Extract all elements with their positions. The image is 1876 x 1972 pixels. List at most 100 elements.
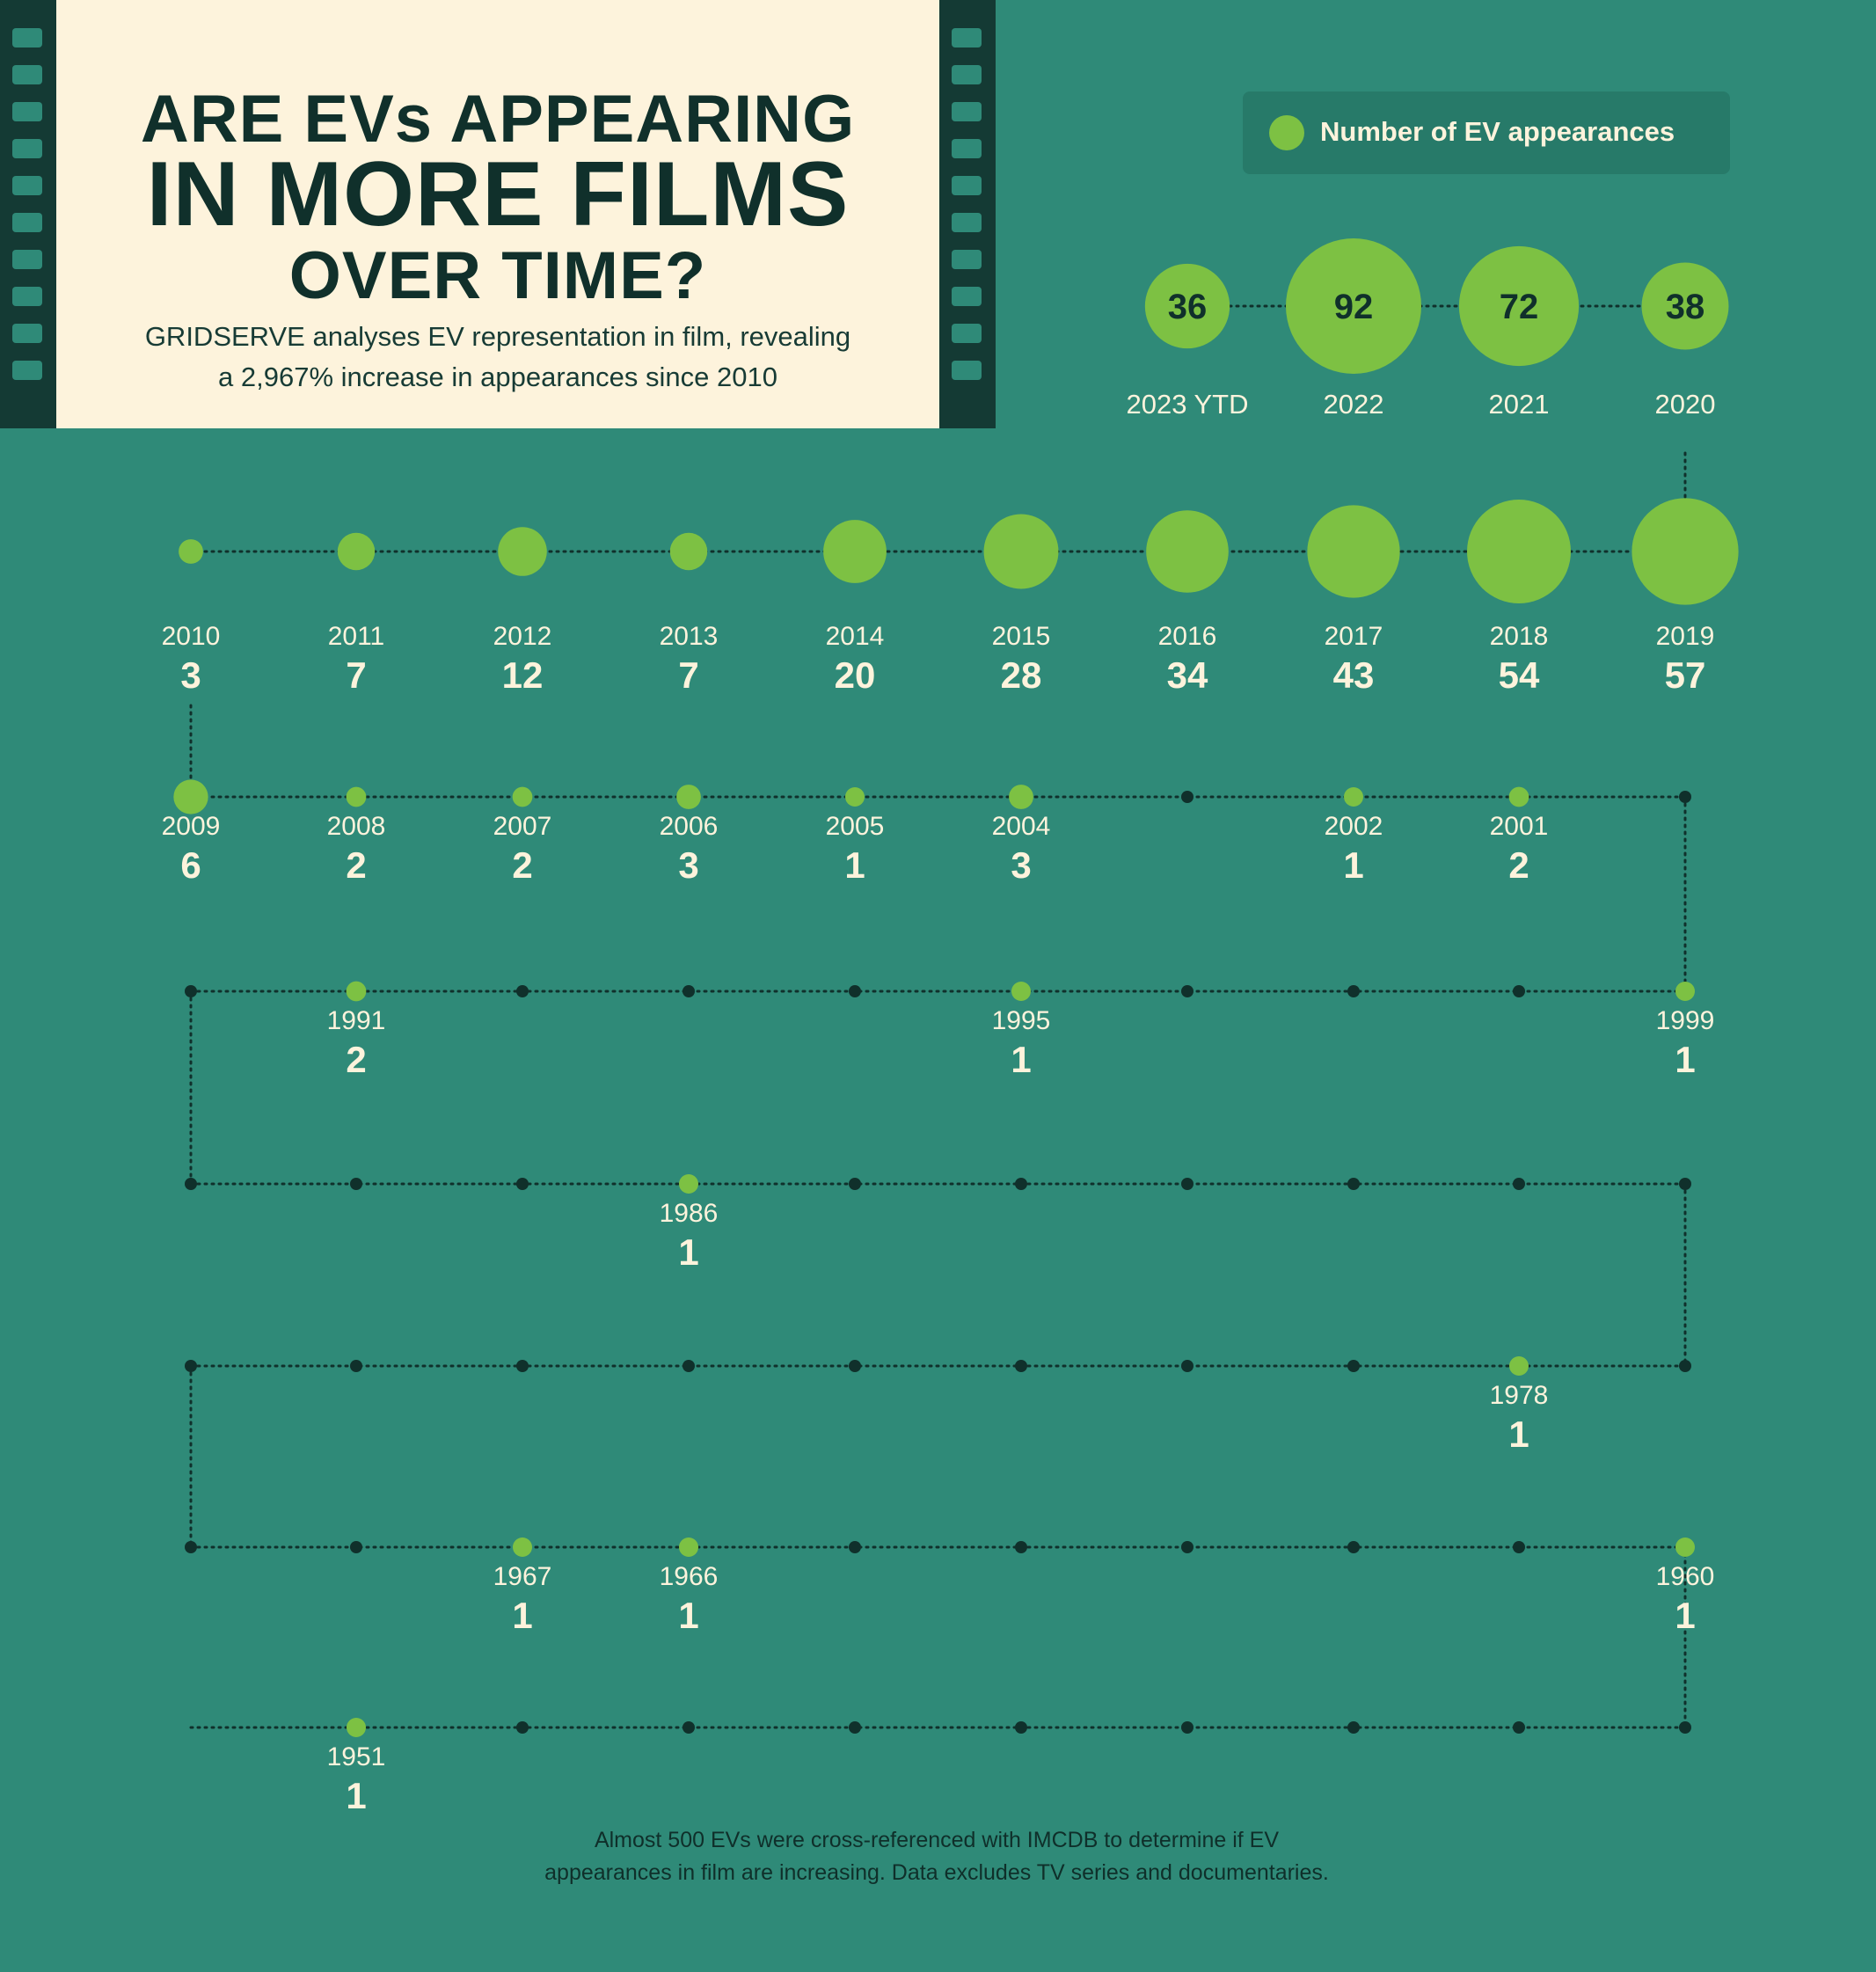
empty-dot <box>1015 1541 1027 1553</box>
film-hole <box>952 28 982 47</box>
empty-dot <box>350 1178 362 1190</box>
bubble-year-label: 2010 <box>162 622 221 651</box>
legend-label: Number of EV appearances <box>1320 116 1675 147</box>
bubble-value-label: 43 <box>1333 654 1375 696</box>
bubble-value-label: 1 <box>678 1595 698 1636</box>
empty-dot <box>516 1360 529 1372</box>
film-hole <box>12 213 42 232</box>
empty-dot <box>350 1360 362 1372</box>
footnote-line-2: appearances in film are increasing. Data… <box>544 1860 1329 1885</box>
empty-dot <box>1181 1360 1193 1372</box>
film-strip-right <box>939 0 996 428</box>
empty-dot <box>1015 1721 1027 1734</box>
bubble-value-label: 1 <box>1343 844 1363 886</box>
bubble <box>1675 1537 1695 1557</box>
bubble <box>1467 500 1571 603</box>
film-hole <box>952 213 982 232</box>
empty-dot <box>1347 1178 1360 1190</box>
empty-dot <box>849 1360 861 1372</box>
bubble <box>845 787 865 807</box>
bubble-value-label: 1 <box>1508 1413 1529 1455</box>
bubble-value-label: 92 <box>1334 288 1374 326</box>
empty-dot <box>683 1360 695 1372</box>
bubble-year-label: 1966 <box>660 1562 719 1591</box>
empty-dot <box>350 1541 362 1553</box>
bubble-value-label: 12 <box>502 654 544 696</box>
bubble <box>1344 787 1363 807</box>
empty-dot <box>1181 1541 1193 1553</box>
bubble-value-label: 2 <box>346 1039 366 1080</box>
bubble-year-label: 2009 <box>162 812 221 841</box>
bubble <box>346 786 367 807</box>
bubble-year-label: 2020 <box>1655 389 1716 420</box>
bubble-year-label: 2004 <box>992 812 1051 841</box>
bubble <box>1286 238 1421 374</box>
empty-dot <box>849 1541 861 1553</box>
bubble-value-label: 3 <box>180 654 201 696</box>
bubble <box>512 786 533 807</box>
bubbles <box>173 238 1739 1737</box>
empty-dot <box>516 985 529 997</box>
bubble <box>337 532 376 571</box>
bubble-value-label: 72 <box>1500 288 1539 326</box>
film-hole <box>952 176 982 195</box>
bubble <box>1011 982 1031 1001</box>
empty-dot <box>1015 1178 1027 1190</box>
bubble <box>1146 510 1229 593</box>
bubble-value-label: 1 <box>844 844 865 886</box>
empty-dot <box>1181 791 1193 803</box>
empty-dot <box>1513 1541 1525 1553</box>
film-strip-left <box>0 0 56 428</box>
bubble <box>1144 263 1230 349</box>
empty-dot <box>1347 1360 1360 1372</box>
empty-dot <box>849 1178 861 1190</box>
bubble <box>983 514 1059 589</box>
bubble-value-label: 2 <box>346 844 366 886</box>
bubble <box>1009 785 1033 809</box>
empty-dot <box>683 985 695 997</box>
empty-dot <box>185 1178 197 1190</box>
bubble <box>1508 786 1529 807</box>
bubble-year-label: 1991 <box>327 1006 386 1035</box>
bubble-year-label: 1960 <box>1656 1562 1715 1591</box>
empty-dot <box>1679 1178 1691 1190</box>
film-hole <box>952 324 982 343</box>
bubble-value-label: 28 <box>1001 654 1042 696</box>
bubble-value-label: 3 <box>678 844 698 886</box>
bubble-value-label: 3 <box>1011 844 1031 886</box>
film-hole <box>952 361 982 380</box>
film-hole <box>12 65 42 84</box>
film-hole <box>952 287 982 306</box>
bubble <box>1675 982 1695 1001</box>
bubble-year-label: 1967 <box>493 1562 552 1591</box>
bubble-value-label: 1 <box>1675 1039 1695 1080</box>
bubble-year-label: 1986 <box>660 1199 719 1228</box>
empty-dot <box>516 1721 529 1734</box>
bubble-year-label: 2017 <box>1325 622 1383 651</box>
empty-dot <box>1181 985 1193 997</box>
bubble-value-label: 1 <box>346 1775 366 1816</box>
bubble-year-label: 2016 <box>1158 622 1217 651</box>
bubble-year-label: 1978 <box>1490 1381 1549 1410</box>
bubble-year-label: 2001 <box>1490 812 1549 841</box>
bubble <box>173 779 208 814</box>
bubble <box>347 1718 366 1737</box>
film-hole <box>12 361 42 380</box>
empty-dot <box>849 1721 861 1734</box>
bubble <box>513 1537 532 1557</box>
subtitle: GRIDSERVE analyses EV representation in … <box>91 317 904 398</box>
empty-dot <box>1347 985 1360 997</box>
bubble-value-label: 54 <box>1499 654 1540 696</box>
title-line-3: OVER TIME? <box>288 238 707 313</box>
film-hole <box>952 102 982 121</box>
empty-dot <box>516 1178 529 1190</box>
footnote: Almost 500 EVs were cross-referenced wit… <box>440 1824 1434 1889</box>
empty-dot <box>1679 1721 1691 1734</box>
bubble-year-label: 2005 <box>826 812 885 841</box>
bubble-value-label: 36 <box>1168 288 1208 326</box>
bubble <box>823 520 887 583</box>
legend-swatch <box>1269 115 1304 150</box>
film-hole <box>12 287 42 306</box>
bubble-value-label: 1 <box>1011 1039 1031 1080</box>
bubble-year-label: 1995 <box>992 1006 1051 1035</box>
